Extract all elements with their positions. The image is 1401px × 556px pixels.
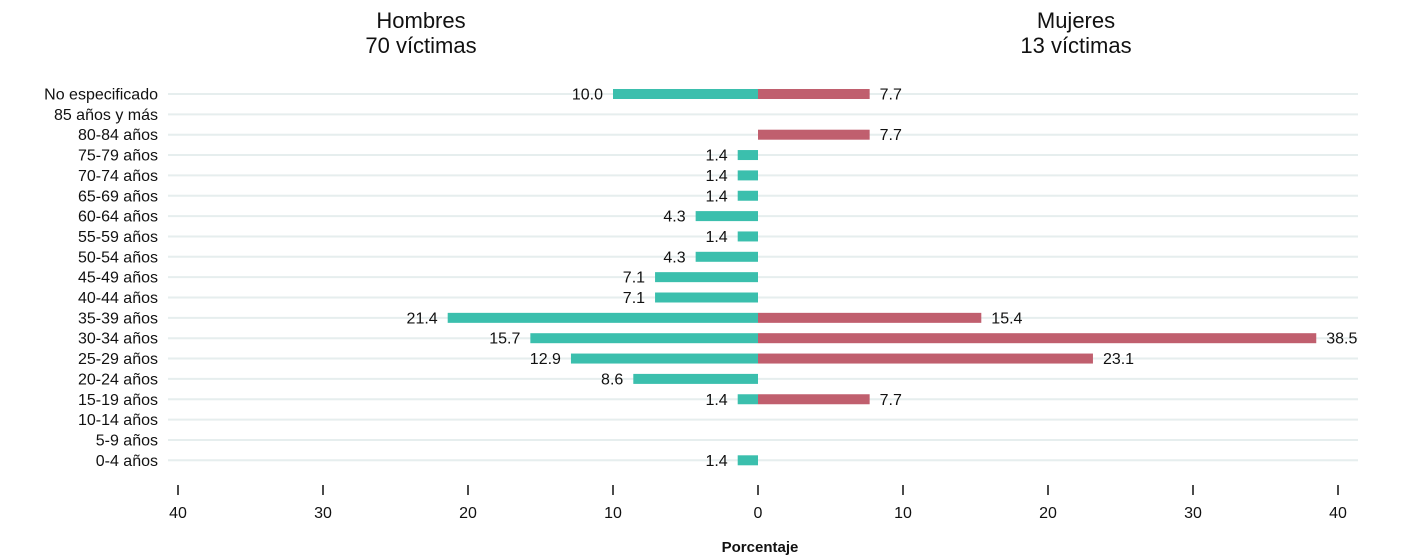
- bars: [447, 89, 1317, 466]
- value-label-hombres: 1.4: [705, 392, 727, 409]
- bar-hombres: [633, 373, 758, 384]
- x-tick-label: 40: [1329, 505, 1347, 522]
- value-label-mujeres: 7.7: [880, 392, 902, 409]
- bar-hombres: [655, 272, 758, 283]
- x-axis: 40 30 20 10 0 10 20 30 40: [169, 485, 1347, 522]
- category-label: 50-54 años: [78, 249, 158, 266]
- value-label-hombres: 4.3: [663, 209, 685, 226]
- x-axis-title: Porcentaje: [722, 539, 799, 556]
- x-tick-label: 40: [169, 505, 187, 522]
- value-label-hombres: 1.4: [705, 148, 727, 165]
- bar-hombres: [737, 170, 758, 181]
- value-label-hombres: 7.1: [623, 270, 645, 287]
- x-tick-label: 10: [894, 505, 912, 522]
- bar-hombres: [737, 190, 758, 201]
- bar-mujeres: [758, 89, 870, 99]
- value-label-hombres: 12.9: [530, 351, 561, 368]
- bar-hombres: [737, 394, 758, 405]
- x-tick-label: 20: [459, 505, 477, 522]
- category-labels: No especificado 85 años y más 80-84 años 75…: [44, 87, 158, 470]
- category-label: 80-84 años: [78, 127, 158, 144]
- category-label: 85 años y más: [54, 107, 158, 124]
- bar-mujeres: [758, 333, 1317, 344]
- category-label: 75-79 años: [78, 148, 158, 165]
- category-label: 40-44 años: [78, 290, 158, 307]
- category-label: No especificado: [44, 87, 158, 104]
- bar-mujeres: [758, 129, 870, 140]
- bar-mujeres: [758, 353, 1093, 364]
- value-label-mujeres: 23.1: [1103, 351, 1134, 368]
- value-label-hombres: 1.4: [705, 188, 727, 205]
- bar-hombres: [655, 292, 758, 303]
- value-label-mujeres: 7.7: [880, 127, 902, 144]
- value-label-hombres: 8.6: [601, 371, 623, 388]
- bar-hombres: [695, 251, 758, 262]
- value-label-mujeres: 15.4: [991, 310, 1022, 327]
- bar-hombres: [737, 150, 758, 161]
- x-tick-label: 30: [1184, 505, 1202, 522]
- category-label: 0-4 años: [96, 453, 158, 470]
- x-tick-label: 10: [604, 505, 622, 522]
- right-panel-title: Mujeres: [1037, 8, 1115, 33]
- category-label: 30-34 años: [78, 331, 158, 348]
- left-panel-subtitle: 70 víctimas: [365, 33, 476, 58]
- value-label-mujeres: 38.5: [1326, 331, 1357, 348]
- category-label: 5-9 años: [96, 432, 158, 449]
- x-tick-label: 20: [1039, 505, 1057, 522]
- bar-hombres: [570, 353, 758, 364]
- category-label: 70-74 años: [78, 168, 158, 185]
- right-panel-subtitle: 13 víctimas: [1020, 33, 1131, 58]
- value-label-mujeres: 7.7: [880, 87, 902, 104]
- x-tick-label: 30: [314, 505, 332, 522]
- value-labels: 10.0 7.7 7.7 1.4 1.4 1.4 4.3 1.4 4.3 7.1 7.1 21.4 15…: [407, 87, 1358, 470]
- category-label: 10-14 años: [78, 412, 158, 429]
- bar-hombres: [447, 312, 758, 323]
- value-label-hombres: 4.3: [663, 249, 685, 266]
- category-label: 55-59 años: [78, 229, 158, 246]
- bar-hombres: [737, 455, 758, 466]
- bar-hombres: [530, 333, 758, 344]
- category-label: 45-49 años: [78, 270, 158, 287]
- category-label: 60-64 años: [78, 209, 158, 226]
- value-label-hombres: 21.4: [407, 310, 438, 327]
- bar-mujeres: [758, 394, 870, 405]
- value-label-hombres: 15.7: [489, 331, 520, 348]
- value-label-hombres: 10.0: [572, 87, 603, 104]
- bar-hombres: [695, 211, 758, 222]
- x-tick-label: 0: [754, 505, 763, 522]
- bar-hombres: [613, 89, 758, 99]
- category-label: 15-19 años: [78, 392, 158, 409]
- category-label: 65-69 años: [78, 188, 158, 205]
- gridlines: [168, 93, 1358, 462]
- category-label: 20-24 años: [78, 371, 158, 388]
- value-label-hombres: 1.4: [705, 229, 727, 246]
- category-label: 25-29 años: [78, 351, 158, 368]
- value-label-hombres: 7.1: [623, 290, 645, 307]
- bar-mujeres: [758, 312, 982, 323]
- category-label: 35-39 años: [78, 310, 158, 327]
- left-panel-title: Hombres: [376, 8, 465, 33]
- value-label-hombres: 1.4: [705, 168, 727, 185]
- value-label-hombres: 1.4: [705, 453, 727, 470]
- bar-hombres: [737, 231, 758, 242]
